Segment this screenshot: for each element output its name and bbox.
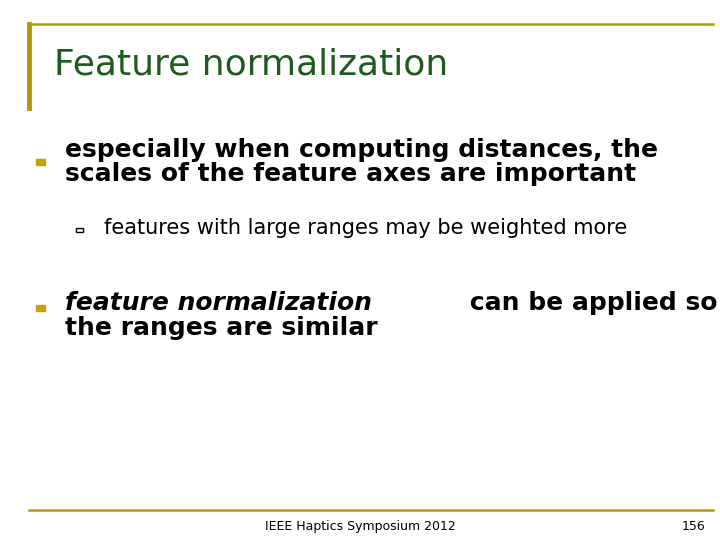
- Text: feature normalization: feature normalization: [65, 292, 372, 315]
- Text: features with large ranges may be weighted more: features with large ranges may be weight…: [104, 218, 628, 239]
- Text: scales of the feature axes are important: scales of the feature axes are important: [65, 163, 636, 186]
- Bar: [36, 305, 45, 310]
- Text: 156: 156: [682, 520, 706, 533]
- Text: the ranges are similar: the ranges are similar: [65, 316, 377, 340]
- Text: IEEE Haptics Symposium 2012: IEEE Haptics Symposium 2012: [265, 520, 455, 533]
- Text: Feature normalization: Feature normalization: [54, 48, 449, 82]
- Text: can be applied so that: can be applied so that: [461, 292, 720, 315]
- Text: especially when computing distances, the: especially when computing distances, the: [65, 138, 658, 161]
- Bar: [76, 228, 83, 232]
- Bar: [36, 159, 45, 165]
